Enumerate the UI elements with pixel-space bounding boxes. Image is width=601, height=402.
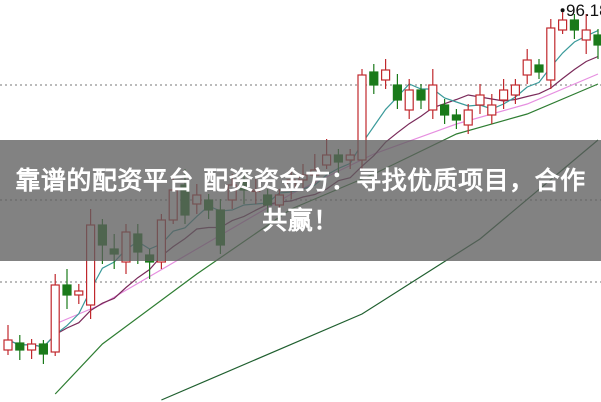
candle-up: [3, 339, 13, 351]
candle-up: [463, 109, 473, 126]
candle-up: [475, 94, 485, 106]
candle-up: [557, 19, 568, 31]
candle-up: [381, 69, 391, 81]
candle-down: [593, 34, 601, 46]
headline-banner: 靠谱的配资平台 配资资金方：寻找优质项目，合作共赢！: [0, 140, 601, 261]
candle-up: [50, 284, 60, 353]
candle-up: [487, 104, 497, 116]
candle-down: [38, 343, 49, 355]
candle-down: [369, 71, 379, 86]
candle-up: [546, 27, 556, 81]
candle-up: [510, 84, 520, 96]
candle-up: [27, 343, 37, 351]
candle-up: [404, 89, 414, 111]
candle-up: [428, 84, 438, 111]
headline-text: 靠谱的配资平台 配资资金方：寻找优质项目，合作共赢！: [15, 165, 586, 235]
candle-up: [74, 290, 84, 296]
candle-down: [534, 64, 544, 73]
candle-up: [522, 59, 532, 76]
candle-down: [440, 104, 450, 116]
candle-up: [581, 29, 591, 41]
max-arrow-dot: [560, 8, 565, 13]
max-price-label: 96.18: [566, 1, 601, 20]
candle-down: [15, 342, 25, 351]
candle-down: [569, 19, 580, 31]
candle-up: [499, 89, 509, 101]
candle-down: [392, 84, 402, 101]
candle-down: [62, 284, 72, 296]
candle-down: [416, 89, 426, 101]
candle-down: [451, 114, 461, 121]
